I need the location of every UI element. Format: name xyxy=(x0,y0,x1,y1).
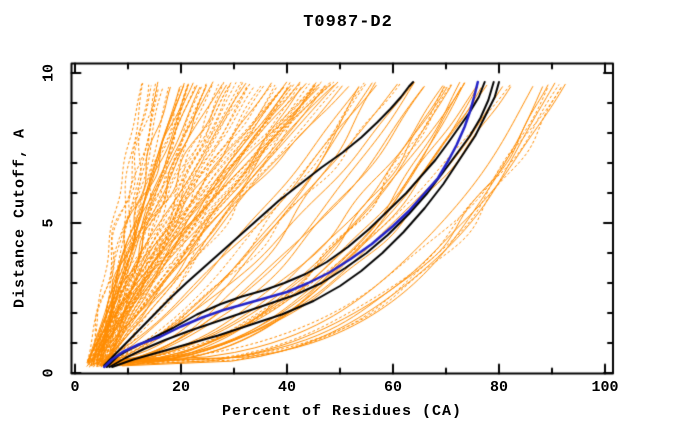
y-tick-label: 5 xyxy=(40,218,58,228)
y-axis-label: Distance Cutoff, A xyxy=(11,127,29,309)
x-tick-label: 20 xyxy=(171,379,191,396)
x-tick-label: 60 xyxy=(383,379,403,396)
y-tick-label: 0 xyxy=(40,368,58,378)
chart-title: T0987-D2 xyxy=(303,13,393,32)
x-tick-label: 0 xyxy=(70,379,80,396)
x-axis-label: Percent of Residues (CA) xyxy=(221,403,463,420)
y-tick-label: 10 xyxy=(40,63,58,83)
x-tick-label: 80 xyxy=(489,379,509,396)
x-tick-label: 100 xyxy=(591,379,619,396)
x-tick-label: 40 xyxy=(277,379,297,396)
